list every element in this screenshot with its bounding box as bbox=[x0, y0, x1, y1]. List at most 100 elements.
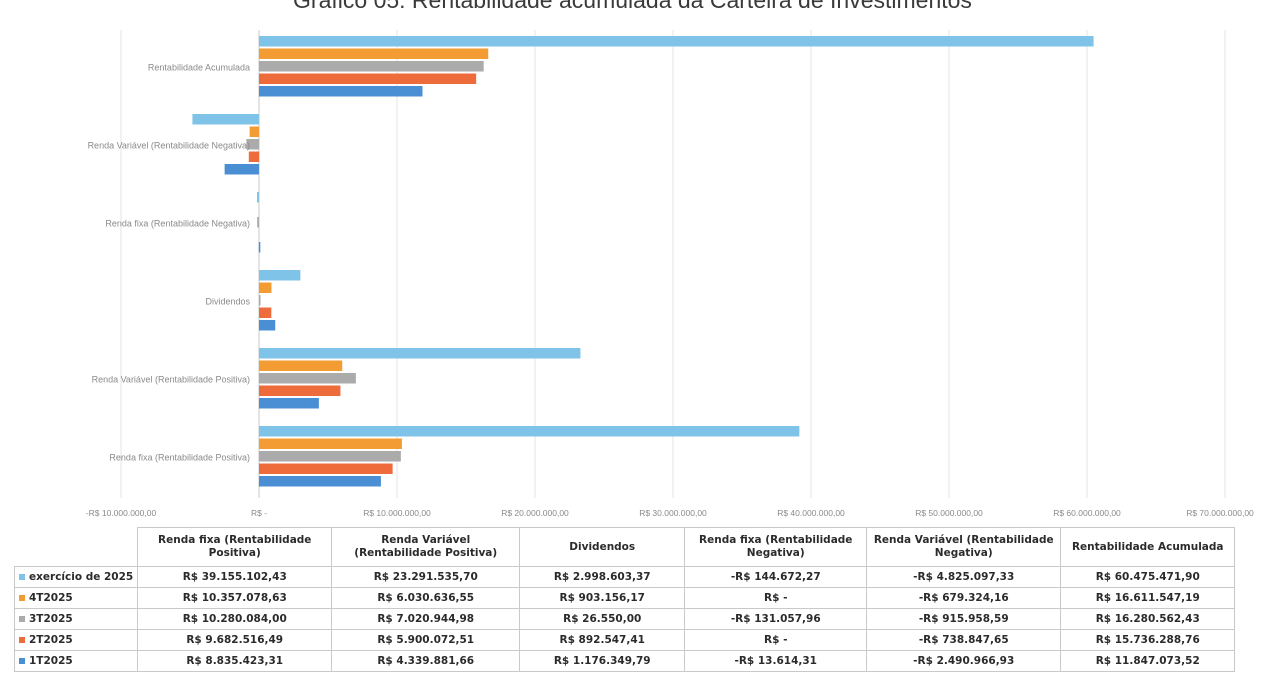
series-name: 2T2025 bbox=[29, 634, 73, 646]
table-cell: R$ 60.475.471,90 bbox=[1060, 566, 1236, 588]
x-tick-label: R$ 30.000.000,00 bbox=[639, 508, 707, 518]
table-cell: R$ 10.280.084,00 bbox=[137, 608, 333, 630]
table-cell: -R$ 915.958,59 bbox=[866, 608, 1062, 630]
table-cell: R$ 26.550,00 bbox=[519, 608, 686, 630]
bar-3t2025 bbox=[259, 61, 484, 72]
category-labels: Rentabilidade Acumulada Renda Variável (R… bbox=[88, 62, 251, 462]
table-row: 1T2025 R$ 8.835.423,31 R$ 4.339.881,66 R$ 1… bbox=[13, 650, 1236, 672]
category-label: Renda fixa (Rentabilidade Positiva) bbox=[109, 452, 250, 462]
bar-2t2025 bbox=[259, 463, 393, 474]
bar-2t2025 bbox=[259, 307, 272, 318]
legend-swatch bbox=[19, 658, 25, 664]
bar-3t2025 bbox=[246, 139, 259, 150]
table-cell: R$ 23.291.535,70 bbox=[331, 566, 521, 588]
table-cell: R$ 16.611.547,19 bbox=[1060, 587, 1236, 609]
x-tick-label: R$ - bbox=[251, 508, 267, 518]
series-name: 3T2025 bbox=[29, 613, 73, 625]
bar-1t2025 bbox=[258, 242, 261, 253]
x-tick-label: -R$ 10.000.000,00 bbox=[86, 508, 157, 518]
bar-exercício-de-2025 bbox=[259, 426, 800, 437]
table-cell: -R$ 2.490.966,93 bbox=[866, 650, 1062, 672]
table-cell: R$ 15.736.288,76 bbox=[1060, 629, 1236, 651]
chart-title: Gráfico 05: Rentabilidade acumulada da C… bbox=[293, 0, 972, 13]
bar-exercício-de-2025 bbox=[257, 192, 259, 203]
table-cell: R$ 892.547,41 bbox=[519, 629, 686, 651]
bar-2t2025 bbox=[248, 151, 259, 162]
x-tick-label: R$ 20.000.000,00 bbox=[501, 508, 569, 518]
grid-lines bbox=[120, 30, 1226, 498]
legend-entry: 1T2025 bbox=[13, 650, 139, 672]
legend-swatch bbox=[19, 616, 25, 622]
bar-3t2025 bbox=[257, 217, 259, 228]
bar-1t2025 bbox=[224, 164, 259, 175]
bar-4t2025 bbox=[259, 48, 489, 59]
bar-3t2025 bbox=[259, 373, 356, 384]
table-cell: R$ 1.176.349,79 bbox=[519, 650, 686, 672]
legend-entry: 4T2025 bbox=[13, 587, 139, 609]
table-cell: R$ 11.847.073,52 bbox=[1060, 650, 1236, 672]
bars bbox=[192, 36, 1094, 487]
bar-exercício-de-2025 bbox=[259, 270, 301, 281]
table-cell: -R$ 679.324,16 bbox=[866, 587, 1062, 609]
series-name: 1T2025 bbox=[29, 655, 73, 667]
bar-exercício-de-2025 bbox=[192, 114, 259, 125]
table-cell: R$ 6.030.636,55 bbox=[331, 587, 521, 609]
table-cell: R$ 10.357.078,63 bbox=[137, 587, 333, 609]
x-tick-label: R$ 70.000.000,00 bbox=[1186, 508, 1254, 518]
x-tick-label: R$ 40.000.000,00 bbox=[777, 508, 845, 518]
table-cell: -R$ 4.825.097,33 bbox=[866, 566, 1062, 588]
legend-swatch bbox=[19, 574, 25, 580]
table-header-row: Renda fixa (Rentabilidade Positiva) Renda… bbox=[14, 527, 1236, 567]
table-cell: R$ 7.020.944,98 bbox=[331, 608, 521, 630]
table-cell: R$ 5.900.072,51 bbox=[331, 629, 521, 651]
bar-exercício-de-2025 bbox=[259, 348, 581, 359]
bar-chart: Rentabilidade Acumulada Renda Variável (R… bbox=[86, 30, 1254, 518]
bar-1t2025 bbox=[259, 398, 319, 409]
category-label: Renda fixa (Rentabilidade Negativa) bbox=[105, 218, 250, 228]
table-cell: R$ 2.998.603,37 bbox=[519, 566, 686, 588]
bar-exercício-de-2025 bbox=[259, 36, 1094, 47]
legend-entry: 3T2025 bbox=[13, 608, 139, 630]
legend-entry: 2T2025 bbox=[13, 629, 139, 651]
x-tick-labels: -R$ 10.000.000,00 R$ - R$ 10.000.000,00 R$ … bbox=[86, 508, 1254, 518]
series-name: 4T2025 bbox=[29, 592, 73, 604]
bar-3t2025 bbox=[259, 451, 401, 462]
series-name: exercício de 2025 bbox=[29, 571, 134, 583]
table-body: exercício de 2025 R$ 39.155.102,43 R$ 23.2… bbox=[13, 566, 1236, 672]
table-cell: -R$ 738.847,65 bbox=[866, 629, 1062, 651]
category-label: Renda Variável (Rentabilidade Positiva) bbox=[92, 374, 250, 384]
bar-4t2025 bbox=[259, 438, 402, 449]
table-cell: -R$ 144.672,27 bbox=[684, 566, 868, 588]
category-label: Dividendos bbox=[205, 296, 250, 306]
legend-swatch bbox=[19, 595, 25, 601]
table-corner bbox=[14, 527, 139, 567]
category-label: Renda Variável (Rentabilidade Negativa) bbox=[88, 140, 250, 150]
legend-swatch bbox=[19, 637, 25, 643]
table-cell: R$ 39.155.102,43 bbox=[137, 566, 333, 588]
table-column-header: Renda Variável (Rentabilidade Negativa) bbox=[866, 527, 1062, 567]
table-cell: -R$ 131.057,96 bbox=[684, 608, 868, 630]
table-column-header: Renda fixa (Rentabilidade Negativa) bbox=[684, 527, 868, 567]
table-column-header: Dividendos bbox=[519, 527, 686, 567]
table-cell: R$ 8.835.423,31 bbox=[137, 650, 333, 672]
bar-2t2025 bbox=[259, 73, 477, 84]
table-row: 4T2025 R$ 10.357.078,63 R$ 6.030.636,55 R$ … bbox=[13, 587, 1236, 609]
table-column-header: Renda fixa (Rentabilidade Positiva) bbox=[137, 527, 333, 567]
table-cell: R$ 4.339.881,66 bbox=[331, 650, 521, 672]
table-row: 2T2025 R$ 9.682.516,49 R$ 5.900.072,51 R$ 8… bbox=[13, 629, 1236, 651]
table-cell: R$ - bbox=[684, 587, 868, 609]
bar-1t2025 bbox=[259, 476, 381, 487]
bar-1t2025 bbox=[259, 320, 276, 331]
x-tick-label: R$ 10.000.000,00 bbox=[363, 508, 431, 518]
table-cell: R$ - bbox=[684, 629, 868, 651]
bar-4t2025 bbox=[259, 282, 272, 293]
table-cell: R$ 16.280.562,43 bbox=[1060, 608, 1236, 630]
bar-1t2025 bbox=[259, 86, 423, 97]
legend-entry: exercício de 2025 bbox=[13, 566, 139, 588]
bar-3t2025 bbox=[259, 295, 261, 306]
table-column-header: Rentabilidade Acumulada bbox=[1060, 527, 1236, 567]
x-tick-label: R$ 60.000.000,00 bbox=[1053, 508, 1121, 518]
bar-4t2025 bbox=[249, 126, 259, 137]
table-column-header: Renda Variável (Rentabilidade Positiva) bbox=[331, 527, 521, 567]
table-cell: R$ 9.682.516,49 bbox=[137, 629, 333, 651]
